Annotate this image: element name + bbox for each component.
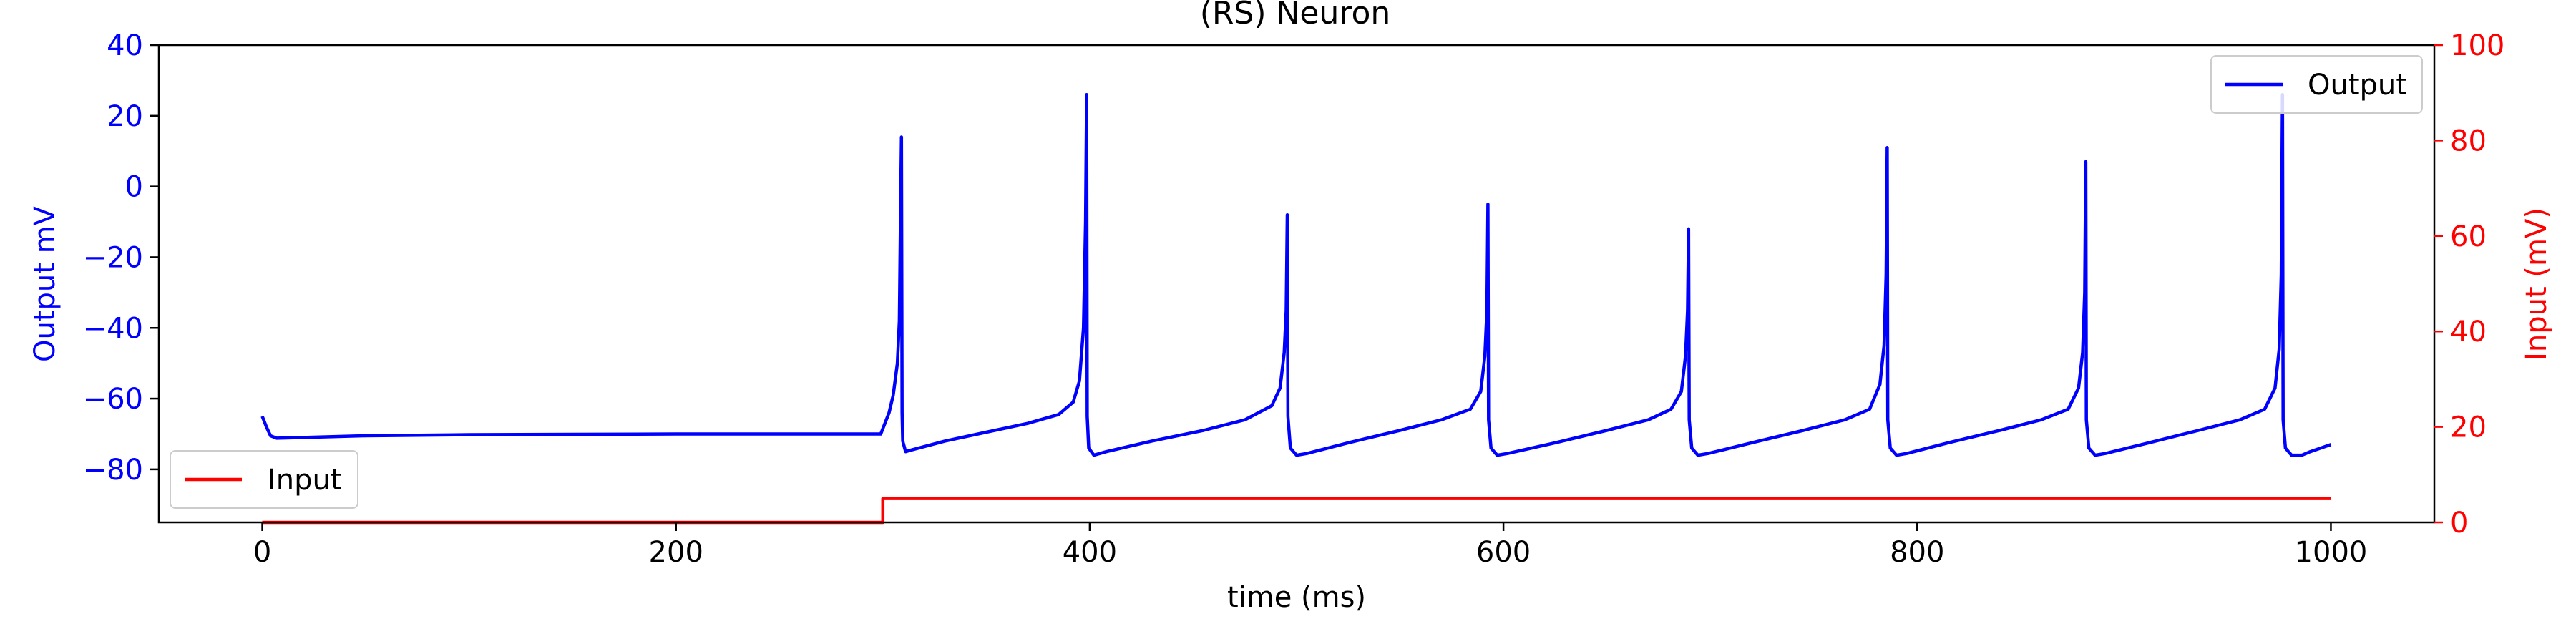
x-tick-label: 200	[649, 536, 703, 569]
x-axis: 0 200 400 600 800 1000	[253, 522, 2368, 569]
y-left-tick-label: 20	[107, 100, 143, 133]
series-layer	[260, 92, 2332, 525]
x-tick-label: 400	[1063, 536, 1117, 569]
y-right-tick-label: 20	[2450, 411, 2487, 444]
legend-input: Input	[170, 450, 358, 509]
legend-input-label: Input	[268, 464, 342, 497]
y-right-tick-label: 80	[2450, 125, 2487, 157]
y-right-tick-label: 100	[2450, 29, 2504, 62]
plot-area	[157, 44, 2436, 525]
legend-input-box	[170, 450, 358, 509]
y-axis-left: −80 −60 −40 −20 0 20 40	[83, 29, 159, 487]
y-right-tick-label: 40	[2450, 316, 2487, 348]
y-left-tick-label: −20	[83, 241, 143, 274]
y-left-tick-label: −40	[83, 312, 143, 345]
x-tick-label: 600	[1476, 536, 1531, 569]
y-axis-right: 0 20 40 60 80 100	[2434, 29, 2504, 540]
y-left-tick-label: 0	[125, 171, 143, 204]
plot-frame	[157, 44, 2436, 524]
x-axis-label: time (ms)	[1227, 581, 1366, 614]
y-axis-right-label: Input (mV)	[2520, 208, 2553, 361]
legend-output-box	[2210, 55, 2423, 114]
series-line-output	[260, 92, 2332, 457]
y-right-tick-label: 0	[2450, 507, 2468, 540]
y-right-tick-label: 60	[2450, 220, 2487, 253]
y-axis-left-label: Output mV	[29, 205, 62, 362]
x-tick-label: 1000	[2295, 536, 2368, 569]
y-left-tick-label: −60	[83, 383, 143, 416]
chart-title: (RS) Neuron	[1200, 0, 1391, 31]
y-left-tick-label: 40	[107, 29, 143, 62]
series-line-input	[262, 497, 2331, 525]
legend-output: Output	[2210, 55, 2423, 114]
x-tick-label: 0	[253, 536, 271, 569]
legend-output-label: Output	[2308, 69, 2407, 102]
y-left-tick-label: −80	[83, 454, 143, 487]
x-tick-label: 800	[1890, 536, 1944, 569]
